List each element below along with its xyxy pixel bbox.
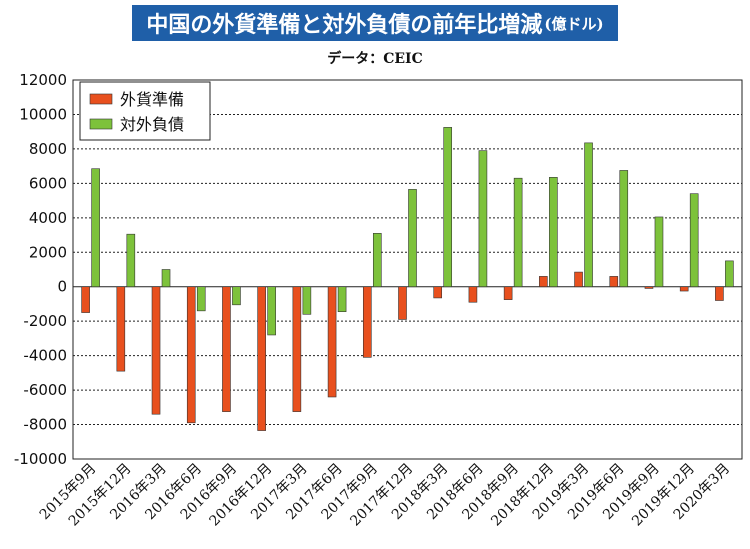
bar-fx-reserves [609, 276, 619, 288]
y-tick-label: 10000 [19, 105, 67, 123]
y-tick-label: -8000 [23, 416, 67, 434]
legend-box [79, 81, 211, 141]
bar-external-debt [584, 142, 593, 288]
bar-fx-reserves [151, 286, 161, 415]
bar-external-debt [443, 127, 453, 288]
bar-external-debt [232, 286, 241, 306]
bar-fx-reserves [81, 286, 90, 313]
chart-title-banner: 中国の外貨準備と対外負債の前年比増減 (億ドル) [132, 5, 618, 41]
bar-external-debt [302, 286, 312, 315]
bar-external-debt [161, 269, 171, 288]
bar-fx-reserves [186, 286, 196, 424]
bar-external-debt [654, 216, 664, 288]
y-tick-label: 0 [57, 278, 67, 296]
bar-external-debt [337, 286, 347, 313]
bar-external-debt [126, 233, 136, 288]
bar-fx-reserves [468, 286, 478, 303]
bar-fx-reserves [574, 271, 583, 288]
bar-external-debt [372, 233, 382, 288]
bar-external-debt [408, 189, 417, 288]
bar-external-debt [689, 193, 699, 288]
bar-fx-reserves [539, 276, 548, 288]
bar-external-debt [725, 260, 734, 288]
y-tick-label: 4000 [29, 209, 67, 227]
chart-title: 中国の外貨準備と対外負債の前年比増減 [146, 12, 543, 38]
bar-external-debt [91, 168, 100, 288]
bar-fx-reserves [715, 286, 724, 301]
bar-external-debt [196, 286, 206, 312]
bar-external-debt [513, 177, 523, 288]
y-tick-label: -6000 [23, 381, 67, 399]
bar-fx-reserves [679, 286, 689, 292]
legend-swatch-external-debt [89, 118, 113, 130]
chart-title-unit: (億ドル) [544, 14, 604, 33]
legend-label-fx-reserves: 外貨準備 [120, 90, 184, 109]
bar-external-debt [619, 170, 629, 288]
bar-fx-reserves [398, 286, 407, 320]
bar-external-debt [267, 286, 276, 336]
y-tick-label: -10000 [14, 450, 67, 468]
bar-external-debt [478, 150, 488, 288]
bar-fx-reserves [503, 286, 513, 300]
y-tick-label: -2000 [23, 312, 67, 330]
bar-fx-reserves [222, 286, 231, 412]
bar-fx-reserves [362, 286, 372, 358]
data-source-note: データ：CEIC [327, 51, 423, 67]
y-tick-label: 8000 [29, 140, 67, 158]
y-tick-label: 2000 [29, 243, 67, 261]
bar-fx-reserves [292, 286, 302, 412]
y-tick-label: -4000 [23, 347, 67, 365]
bar-fx-reserves [644, 286, 654, 289]
bar-fx-reserves [433, 286, 443, 299]
legend-label-external-debt: 対外負債 [120, 115, 184, 134]
bar-fx-reserves [257, 286, 266, 431]
y-tick-label: 12000 [19, 71, 67, 89]
plot-frame [72, 79, 743, 460]
legend-swatch-fx-reserves [89, 93, 113, 105]
bar-fx-reserves [327, 286, 337, 398]
bar-external-debt [549, 177, 558, 288]
bar-fx-reserves [116, 286, 126, 372]
y-tick-label: 6000 [29, 174, 67, 192]
